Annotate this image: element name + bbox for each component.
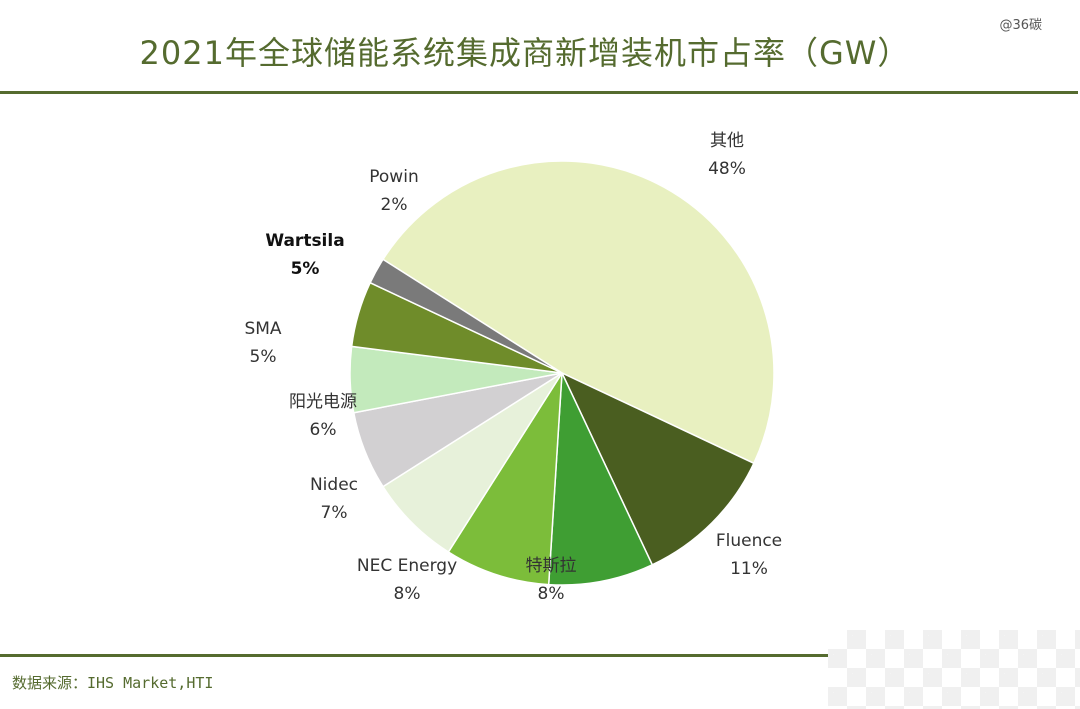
- slice-name-label: Fluence: [716, 531, 782, 551]
- watermark: @36碳: [999, 18, 1042, 33]
- slice-value-label: 11%: [730, 559, 768, 579]
- watermark-pattern: [828, 630, 1080, 709]
- pie-slice-3: [447, 372, 563, 586]
- slice-name-label: Wartsila: [265, 231, 344, 251]
- slice-name-label: 其他: [710, 131, 744, 151]
- slice-name-label: 特斯拉: [526, 556, 577, 576]
- slice-value-label: 2%: [381, 195, 408, 215]
- slice-value-label: 8%: [538, 584, 565, 604]
- pie-slice-0: [381, 160, 775, 465]
- title-divider: [0, 91, 1078, 94]
- pie-slice-1: [560, 371, 755, 566]
- slice-value-label: 6%: [310, 420, 337, 440]
- slice-value-label: 5%: [250, 347, 277, 367]
- slice-value-label: 8%: [394, 584, 421, 604]
- slice-name-label: NEC Energy: [357, 556, 457, 576]
- slice-value-label: 5%: [291, 259, 320, 279]
- slice-name-label: 阳光电源: [289, 392, 357, 412]
- slice-name-label: Nidec: [310, 475, 358, 495]
- slice-name-label: SMA: [244, 319, 281, 339]
- pie-slice-8: [369, 258, 563, 374]
- slice-value-label: 7%: [321, 503, 348, 523]
- footer-divider: [0, 654, 1078, 657]
- chart-title: 2021年全球储能系统集成商新增装机市占率（GW）: [139, 34, 911, 72]
- slice-value-label: 48%: [708, 159, 746, 179]
- slice-name-label: Powin: [369, 167, 418, 187]
- source-note: 数据来源：IHS Market,HTI: [12, 674, 214, 692]
- pie-slice-2: [547, 372, 654, 586]
